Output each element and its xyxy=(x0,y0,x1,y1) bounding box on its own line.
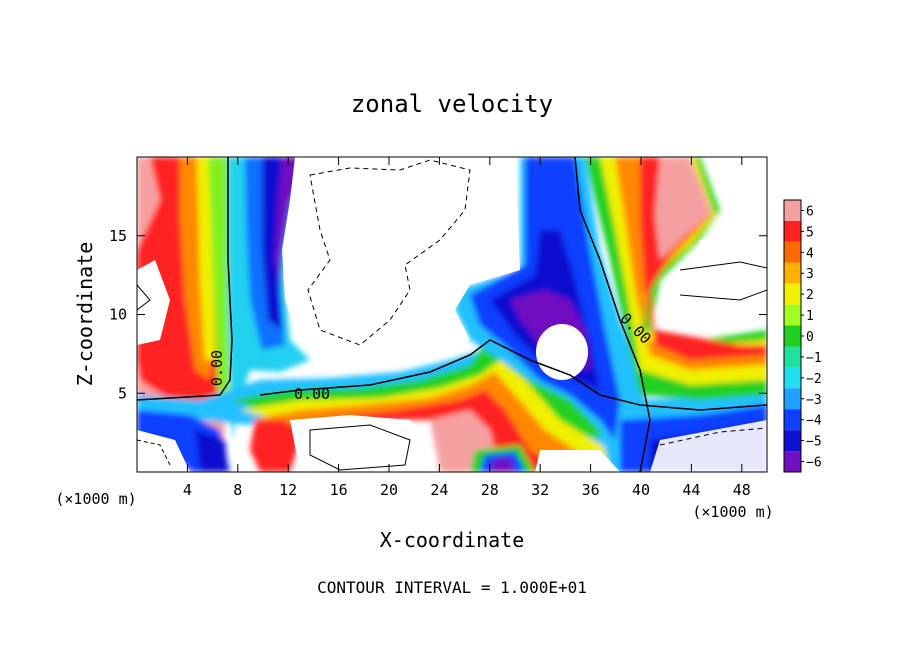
colorbar-swatch xyxy=(784,262,801,284)
y-tick-label: 15 xyxy=(109,227,127,245)
colorbar-swatch xyxy=(784,283,801,305)
colorbar-label: 4 xyxy=(806,246,814,261)
x-tick-label: 12 xyxy=(279,481,297,499)
colorbar-label: −2 xyxy=(806,372,822,387)
y-axis-ticks: 5 10 15 xyxy=(109,227,767,402)
colorbar-swatch xyxy=(784,241,801,263)
velocity-field xyxy=(137,157,767,472)
colorbar-label: −6 xyxy=(806,456,822,471)
colorbar-label: −3 xyxy=(806,393,822,408)
colorbar-label: −5 xyxy=(806,435,822,450)
x-tick-label: 44 xyxy=(682,481,700,499)
y-tick-label: 10 xyxy=(109,306,127,324)
colorbar-label: 1 xyxy=(806,309,814,324)
colorbar-frame xyxy=(783,199,802,473)
x-tick-label: 36 xyxy=(582,481,600,499)
colorbar-swatch xyxy=(784,409,801,431)
x-tick-label: 8 xyxy=(233,481,242,499)
contour-lines xyxy=(137,157,767,472)
contour-label-left: 0.00 xyxy=(208,350,226,386)
plot-area: 0.00 0.00 0.00 4 8 12 16 20 24 28 32 36 40 44 48 51… xyxy=(109,156,768,499)
y-axis-unit: (×1000 m) xyxy=(55,490,136,508)
x-tick-label: 4 xyxy=(183,481,192,499)
colorbar-swatch xyxy=(784,367,801,389)
colorbar-label: 5 xyxy=(806,225,814,240)
colorbar-swatch xyxy=(784,346,801,368)
y-tick-label: 5 xyxy=(118,384,127,402)
colorbar-label: −4 xyxy=(806,414,822,429)
x-tick-label: 40 xyxy=(632,481,650,499)
colorbar-label: −1 xyxy=(806,351,822,366)
contour-label-center: 0.00 xyxy=(294,385,330,403)
colorbar-swatch xyxy=(784,325,801,347)
chart-title: zonal velocity xyxy=(351,90,553,118)
colorbar-label: 0 xyxy=(806,330,814,345)
x-tick-label: 16 xyxy=(330,481,348,499)
colorbar-swatch xyxy=(784,388,801,410)
x-tick-label: 24 xyxy=(430,481,448,499)
colorbar-label: 6 xyxy=(806,204,814,219)
y-axis-label: Z-coordinate xyxy=(73,242,97,387)
x-axis-ticks: 4 8 12 16 20 24 28 32 36 40 44 48 xyxy=(183,157,751,499)
colorbar-label: 3 xyxy=(806,267,814,282)
colorbar-swatch xyxy=(784,451,801,472)
x-tick-label: 32 xyxy=(531,481,549,499)
colorbar: 6 5 4 3 2 1 0 −1 −2 −3 −4 −5 −6 xyxy=(783,199,822,473)
x-axis-unit: (×1000 m) xyxy=(692,503,773,521)
colorbar-swatch xyxy=(784,220,801,242)
x-tick-label: 48 xyxy=(733,481,751,499)
x-axis-label: X-coordinate xyxy=(380,528,525,552)
colorbar-swatch xyxy=(784,200,801,221)
colorbar-label: 2 xyxy=(806,288,814,303)
x-tick-label: 20 xyxy=(380,481,398,499)
colorbar-swatch xyxy=(784,304,801,326)
contour-interval-note: CONTOUR INTERVAL = 1.000E+01 xyxy=(317,578,587,597)
x-tick-label: 28 xyxy=(481,481,499,499)
colorbar-swatch xyxy=(784,430,801,452)
